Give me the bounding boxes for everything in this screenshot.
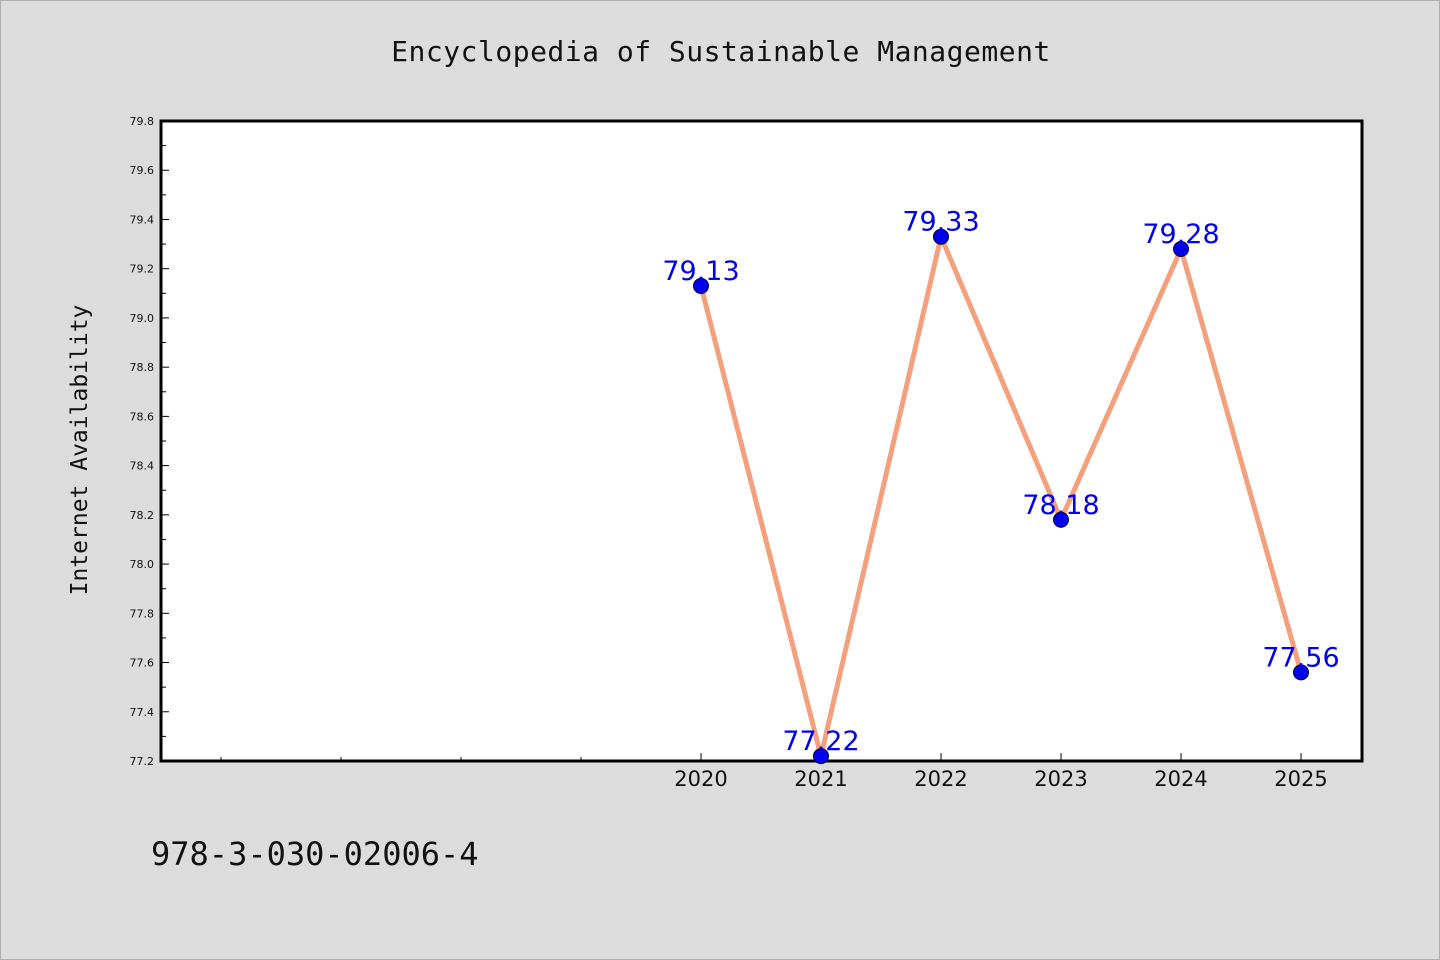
y-tick-label: 79.6 bbox=[130, 164, 155, 177]
x-axis: 2020 2021 2022 2023 2024 2025 bbox=[220, 753, 1328, 791]
series-line-group bbox=[698, 228, 1304, 757]
y-tick-label: 79.8 bbox=[130, 115, 155, 128]
data-label: 79.33 bbox=[902, 207, 979, 238]
y-tick-label: 79.4 bbox=[130, 213, 155, 226]
y-axis-label: Internet Availability bbox=[67, 305, 93, 596]
y-tick-label: 77.2 bbox=[130, 755, 155, 768]
isbn-text: 978-3-030-02006-4 bbox=[151, 835, 479, 873]
data-labels-group: 79.13 77.22 79.33 78.18 79.28 77.56 bbox=[662, 207, 1339, 757]
plot-area bbox=[159, 119, 1364, 763]
y-axis: 77.2 77.4 77.6 77.8 78.0 78.2 78.4 78.6 78.8 79.0… bbox=[130, 115, 169, 768]
y-tick-label: 78.4 bbox=[130, 460, 155, 473]
x-tick-label: 2024 bbox=[1154, 767, 1207, 791]
y-tick-label: 78.8 bbox=[130, 361, 155, 374]
data-label: 77.22 bbox=[782, 726, 859, 757]
series-line bbox=[698, 228, 1304, 757]
data-label: 79.13 bbox=[662, 256, 739, 287]
series-points-group bbox=[693, 228, 1309, 765]
data-point bbox=[1053, 511, 1069, 528]
y-tick-label: 77.8 bbox=[130, 607, 155, 620]
chart-title: Encyclopedia of Sustainable Management bbox=[391, 35, 1051, 68]
data-point bbox=[1173, 241, 1189, 257]
data-point bbox=[933, 228, 949, 245]
x-tick-label: 2020 bbox=[674, 767, 727, 791]
y-tick-label: 79.0 bbox=[130, 312, 155, 325]
y-tick-label: 78.2 bbox=[130, 509, 155, 522]
data-label: 79.28 bbox=[1142, 219, 1219, 250]
x-tick-label: 2022 bbox=[914, 767, 967, 791]
y-tick-label: 79.2 bbox=[130, 263, 155, 276]
y-tick-label: 77.4 bbox=[130, 706, 155, 719]
x-tick-label: 2023 bbox=[1034, 767, 1087, 791]
data-point bbox=[693, 277, 709, 294]
y-tick-label: 78.0 bbox=[130, 558, 155, 571]
y-tick-label: 78.6 bbox=[130, 410, 155, 423]
data-label: 77.56 bbox=[1262, 642, 1339, 673]
x-tick-label: 2025 bbox=[1274, 767, 1327, 791]
x-tick-label: 2021 bbox=[794, 767, 847, 791]
data-label: 78.18 bbox=[1022, 490, 1099, 521]
data-point bbox=[813, 748, 829, 765]
data-point bbox=[1293, 664, 1309, 681]
y-tick-label: 77.6 bbox=[130, 657, 155, 670]
